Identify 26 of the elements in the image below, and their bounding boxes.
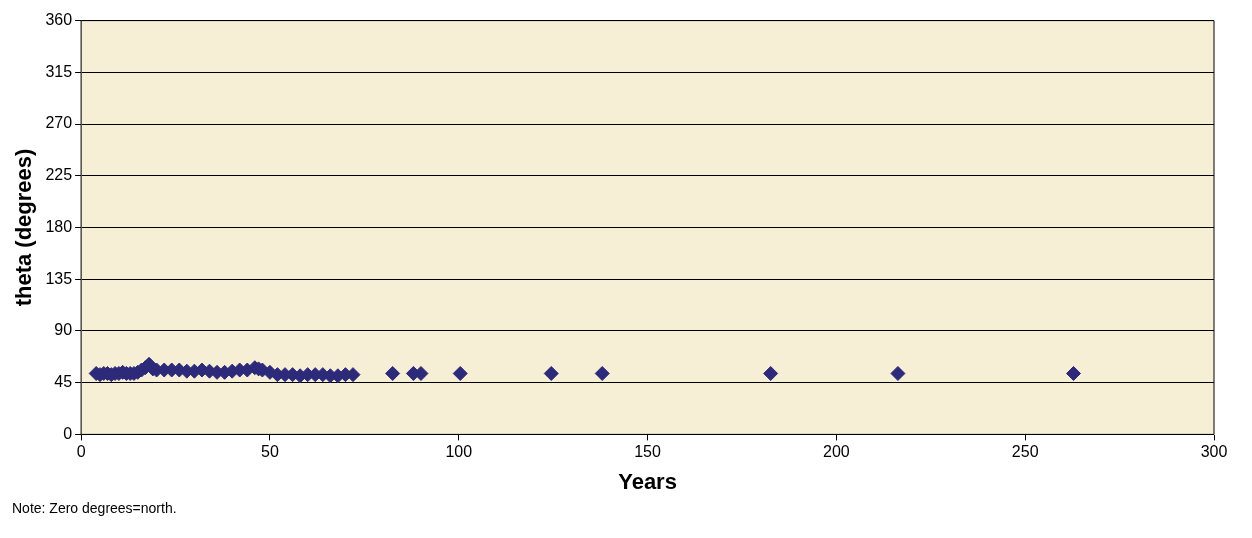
text: Note: Zero degrees=north. [12, 500, 178, 516]
point [543, 365, 559, 381]
y-tick-label: 360 [45, 11, 73, 29]
x-axis-title: Years [618, 468, 677, 494]
y-tick-label: 180 [45, 217, 73, 235]
point [890, 365, 906, 381]
y-tick-label: 90 [54, 321, 73, 339]
y-tick-label: 315 [45, 62, 73, 80]
y-tick-label: 0 [63, 424, 73, 442]
y-tick-label: 225 [45, 166, 73, 184]
x-tick-label: 250 [1011, 443, 1039, 461]
x-tick-label: 300 [1200, 443, 1228, 461]
y-tick-label: 270 [45, 114, 73, 132]
y-tick-label: 45 [54, 373, 73, 391]
x-tick-label: 100 [445, 443, 473, 461]
point [1066, 365, 1082, 381]
point [594, 365, 610, 381]
point [385, 365, 401, 381]
y-axis-title: theta (degrees) [11, 148, 37, 307]
x-tick-label: 150 [634, 443, 661, 461]
point [763, 365, 779, 381]
x-tick-label: 200 [823, 443, 850, 461]
x-tick-label: 0 [76, 443, 86, 461]
point [452, 365, 468, 381]
x-tick-label: 50 [261, 443, 279, 461]
y-tick-label: 135 [45, 269, 73, 287]
